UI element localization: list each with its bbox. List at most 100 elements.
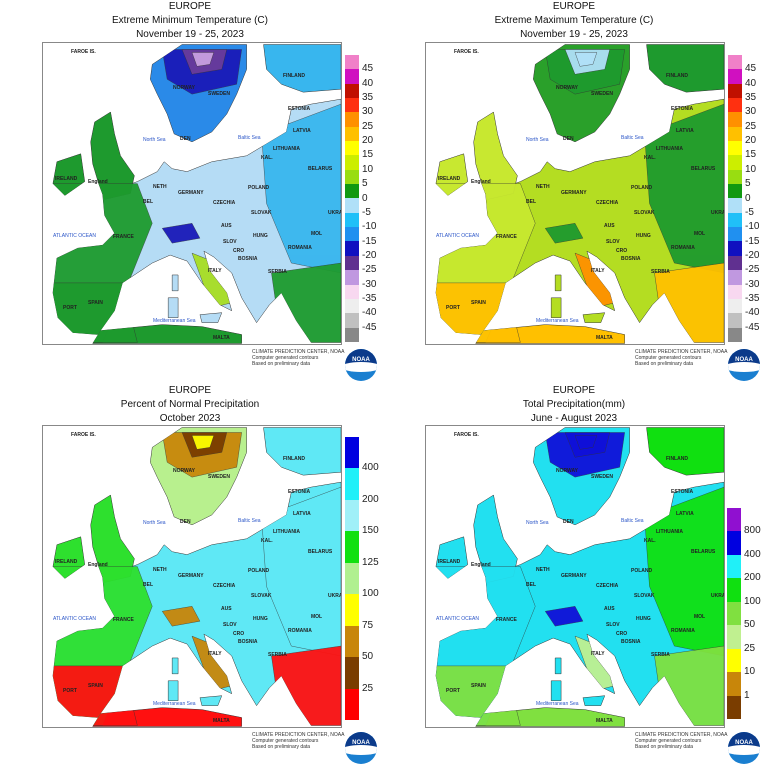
credit-line: CLIMATE PREDICTION CENTER, NOAA (252, 349, 345, 355)
legend-label: 15 (745, 149, 757, 161)
map-label: BEL (143, 199, 153, 205)
map-label: North Sea (526, 137, 549, 143)
credit-line: Based on preliminary data (635, 361, 694, 367)
legend-label: -40 (745, 307, 760, 319)
legend-swatch (345, 155, 359, 170)
map-label: ROMANIA (671, 628, 695, 634)
credit-line: Based on preliminary data (635, 744, 694, 750)
legend-label: -10 (745, 221, 760, 233)
legend-label: 45 (745, 63, 757, 75)
legend-swatch (345, 327, 359, 342)
legend-label: 10 (362, 163, 374, 175)
map-label: DEN (563, 136, 574, 142)
legend-swatch (345, 688, 359, 720)
legend-label: 25 (745, 120, 757, 132)
legend-label: 50 (744, 619, 756, 631)
legend-swatch (345, 284, 359, 299)
legend-label: 10 (744, 666, 756, 678)
map-label: SLOVAK (634, 210, 655, 216)
map-region-title: EUROPE (552, 385, 596, 396)
map-label: SERBIA (268, 652, 287, 658)
map-label: BELARUS (308, 166, 333, 172)
map-label: KAL. (261, 155, 273, 161)
legend-swatch (345, 468, 359, 500)
map-label: MOL (694, 231, 706, 237)
legend-label: 35 (745, 92, 757, 104)
scandinavia-blob-3 (191, 435, 215, 450)
landmass-sicily (199, 312, 223, 323)
legend-label: -30 (745, 278, 760, 290)
legend-label: -35 (362, 292, 377, 304)
map-label: LATVIA (676, 128, 694, 134)
legend-label: -5 (362, 206, 371, 218)
legend-swatch (345, 169, 359, 185)
color-legend: 45 40 35 30 25 20 15 10 5 0 -5 -10 -15 -20 -25 -30 -35 -4… (345, 55, 376, 342)
map-period-title: June - August 2023 (530, 413, 618, 424)
map-label: NORWAY (556, 85, 578, 91)
map-label: LITHUANIA (273, 529, 300, 535)
map-label: CZECHIA (213, 583, 236, 589)
landmass-corsica (171, 657, 179, 675)
map-label: FINLAND (283, 73, 305, 79)
landmass-corsica (554, 274, 562, 292)
map-label: FAROE IS. (71, 432, 96, 438)
map-label: DEN (180, 519, 191, 525)
map-label: NETH (153, 567, 167, 573)
map-panel-total-precip: EUROPE Total Precipitation(mm) June - Augu… (384, 384, 768, 768)
legend-label: 20 (362, 135, 374, 147)
legend-label: 100 (744, 595, 761, 607)
legend-swatch (345, 198, 359, 213)
landmass-finland (263, 44, 341, 93)
map-label: SPAIN (88, 300, 103, 306)
map-label: MOL (694, 614, 706, 620)
map-period-title: November 19 - 25, 2023 (136, 29, 244, 40)
legend-swatch (728, 212, 742, 228)
map-label: FRANCE (496, 617, 517, 623)
map-label: POLAND (248, 185, 270, 191)
map-label: ITALY (208, 651, 222, 657)
map-label: North Sea (143, 137, 166, 143)
map-label: Baltic Sea (238, 518, 261, 524)
map-label: AUS (221, 223, 232, 229)
legend-swatch (345, 499, 359, 532)
map-label: CZECHIA (213, 200, 236, 206)
legend-label: 45 (362, 63, 374, 75)
map-label: BEL (143, 582, 153, 588)
map-label: GERMANY (561, 190, 587, 196)
legend-swatch (727, 625, 741, 649)
map-label: POLAND (248, 568, 270, 574)
map-label: ITALY (208, 268, 222, 274)
map-label: AUS (604, 606, 615, 612)
legend-label: -10 (362, 221, 377, 233)
map-label: BELARUS (691, 166, 716, 172)
map-label: LITHUANIA (656, 529, 683, 535)
legend-swatch (728, 55, 742, 70)
landmass-sicily (199, 695, 223, 706)
legend-label: 1 (744, 689, 750, 701)
map-label: FRANCE (496, 234, 517, 240)
map-label: IRELAND (55, 176, 78, 182)
map-label: CZECHIA (596, 200, 619, 206)
legend-swatch (345, 141, 359, 156)
map-region-title: EUROPE (552, 1, 596, 12)
legend-label: -30 (362, 278, 377, 290)
map-label: Mediterranean Sea (153, 701, 196, 707)
legend-label: 5 (745, 178, 751, 190)
map-label: LATVIA (293, 128, 311, 134)
map-label: HUNG (253, 233, 268, 239)
alps-blob (161, 606, 201, 627)
map-label: FINLAND (666, 73, 688, 79)
noaa-logo: NOAA (345, 732, 377, 764)
map-label: CZECHIA (596, 583, 619, 589)
map-label: CRO (616, 248, 628, 254)
map-label: MOL (311, 614, 323, 620)
landmass-sardinia (167, 297, 179, 318)
map-label: UKRAINE (711, 593, 724, 599)
map-label: FAROE IS. (454, 49, 479, 55)
south-region (52, 282, 138, 343)
legend-label: -45 (745, 321, 760, 333)
map-label: SLOV (223, 622, 237, 628)
legend-swatch (345, 241, 359, 256)
landmass-sicily (582, 312, 606, 323)
map-canvas (52, 427, 341, 727)
